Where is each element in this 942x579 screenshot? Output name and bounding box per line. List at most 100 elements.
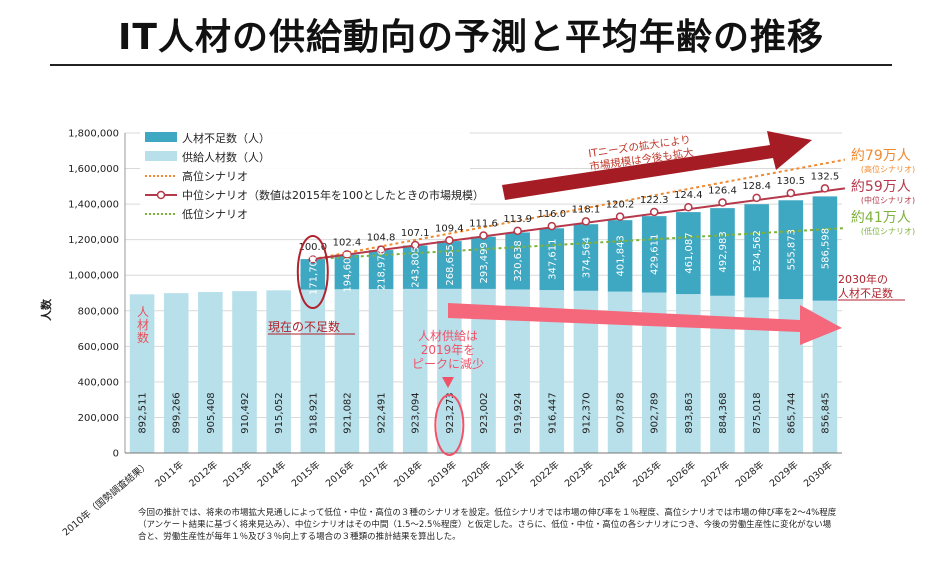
middle-scenario-marker <box>308 254 318 264</box>
x-tick-label: 2022年 <box>528 458 562 489</box>
middle-scenario-marker <box>752 193 761 203</box>
supply-peak-annotation: 2019年を <box>421 343 476 357</box>
supply-bar <box>266 290 291 453</box>
shortage-bar <box>778 200 804 300</box>
supply-value-label: 892,511 <box>138 392 149 433</box>
x-tick-label: 2015年 <box>289 458 323 489</box>
supply-value-label: 919,924 <box>513 392 524 433</box>
middle-scenario-marker <box>820 184 830 193</box>
x-tick-label: 2011年 <box>152 458 186 489</box>
y-tick-label: 400,000 <box>78 377 119 388</box>
supply-bar <box>198 292 223 453</box>
shortage-value-label: 171,700 <box>308 254 319 295</box>
shortage-value-label: 555,873 <box>786 229 797 270</box>
shortage-bar <box>471 236 496 289</box>
x-tick-label: 2021年 <box>494 458 528 489</box>
legend-swatch <box>145 151 177 161</box>
supply-value-label: 884,368 <box>718 392 729 433</box>
shortage-value-label: 194,608 <box>342 251 353 292</box>
middle-scenario-marker <box>479 231 488 240</box>
low-scenario-end-label: 約41万人 <box>851 210 911 226</box>
supply-value-label: 865,744 <box>786 392 797 433</box>
supply-value-label: 915,052 <box>274 392 285 433</box>
middle-scenario-end-sub: (中位シナリオ) <box>861 195 915 205</box>
shortage-bar <box>300 259 326 290</box>
x-tick-label: 2026年 <box>665 458 699 489</box>
market-index-label: 107.1 <box>401 228 430 239</box>
x-tick-label: 2023年 <box>562 458 596 489</box>
x-tick-label: 2025年 <box>630 458 664 489</box>
title-underline <box>50 64 892 66</box>
shortage-bar <box>573 224 599 291</box>
footnote: 今回の推計では、将来の市場拡大見通しによって低位・中位・高位の３種のシナリオを設… <box>138 508 837 542</box>
high-scenario-end-label: 約79万人 <box>851 148 911 164</box>
shortage-bar <box>505 232 530 290</box>
x-tick-label: 2012年 <box>187 458 221 489</box>
y-tick-label: 1,600,000 <box>68 164 119 175</box>
middle-scenario-marker <box>718 198 727 207</box>
current-shortage-highlight <box>296 235 329 309</box>
market-index-label: 102.4 <box>333 237 362 248</box>
supply-value-label: 910,492 <box>240 392 251 433</box>
x-tick-label: 2027年 <box>699 458 733 489</box>
market-index-label: 122.3 <box>640 195 669 206</box>
shortage-bar <box>676 212 701 295</box>
supply-peak-annotation: ピークに減少 <box>412 356 484 371</box>
y-tick-label: 1,400,000 <box>68 200 119 211</box>
supply-value-label: 875,018 <box>752 392 763 433</box>
shortage-bar <box>539 228 565 291</box>
legend-label: 中位シナリオ（数値は2015年を100としたときの市場規模） <box>182 188 484 202</box>
shortage-value-label: 268,655 <box>445 244 456 285</box>
low-scenario-end-sub: (低位シナリオ) <box>861 226 915 236</box>
supply-bar <box>334 289 360 453</box>
supply-peak-highlight <box>434 394 465 456</box>
market-index-label: 126.4 <box>708 186 737 197</box>
x-tick-label: 2024年 <box>596 458 630 489</box>
left-axis-note: 材 <box>137 318 149 332</box>
y-tick-label: 0 <box>113 449 119 460</box>
middle-scenario-marker <box>649 207 659 217</box>
x-tick-label: 2030年 <box>801 458 835 489</box>
supply-bar <box>232 291 257 453</box>
x-tick-label: 2014年 <box>255 458 289 489</box>
shortage-value-label: 243,805 <box>411 247 422 288</box>
legend-swatch <box>145 132 177 142</box>
shortage-bar <box>744 204 769 298</box>
middle-scenario-marker <box>547 221 557 231</box>
market-index-label: 104.8 <box>367 233 396 244</box>
market-index-label: 128.4 <box>742 181 771 192</box>
current-shortage-label: 現在の不足数 <box>268 319 340 334</box>
market-index-label: 132.5 <box>811 171 840 182</box>
legend-swatch <box>156 190 166 200</box>
market-index-label: 109.4 <box>435 223 464 234</box>
shortage-value-label: 492,983 <box>718 231 729 272</box>
shortage-bar <box>710 208 735 296</box>
y-tick-label: 1,800,000 <box>68 129 119 140</box>
y-tick-label: 200,000 <box>78 413 119 424</box>
middle-scenario-marker <box>581 217 591 226</box>
supply-value-label: 921,082 <box>342 392 353 433</box>
supply-value-label: 916,447 <box>547 392 558 433</box>
supply-value-label: 893,863 <box>684 392 695 433</box>
middle-scenario-end-label: 約59万人 <box>851 179 911 195</box>
y-tick-label: 600,000 <box>78 342 119 353</box>
market-index-label: 130.5 <box>776 176 805 187</box>
shortage-value-label: 293,499 <box>479 242 490 283</box>
supply-value-label: 856,845 <box>820 392 831 433</box>
high-scenario-end-sub: (高位シナリオ) <box>861 164 915 174</box>
y-tick-label: 1,000,000 <box>68 271 119 282</box>
supply-bar <box>368 289 394 453</box>
market-index-label: 111.6 <box>469 219 498 230</box>
shortage-value-label: 347,611 <box>547 238 558 279</box>
legend-label: 供給人材数（人） <box>182 150 270 164</box>
low-scenario-line <box>312 227 845 261</box>
high-scenario-line <box>312 158 846 261</box>
supply-value-label: 922,491 <box>377 392 388 433</box>
shortage-bar <box>334 254 360 290</box>
supply-value-label: 899,266 <box>172 392 183 433</box>
supply-value-label: 923,002 <box>479 392 490 433</box>
x-tick-label: 2019年 <box>426 458 460 489</box>
middle-scenario-marker <box>342 250 352 259</box>
shortage-bar <box>437 241 462 289</box>
